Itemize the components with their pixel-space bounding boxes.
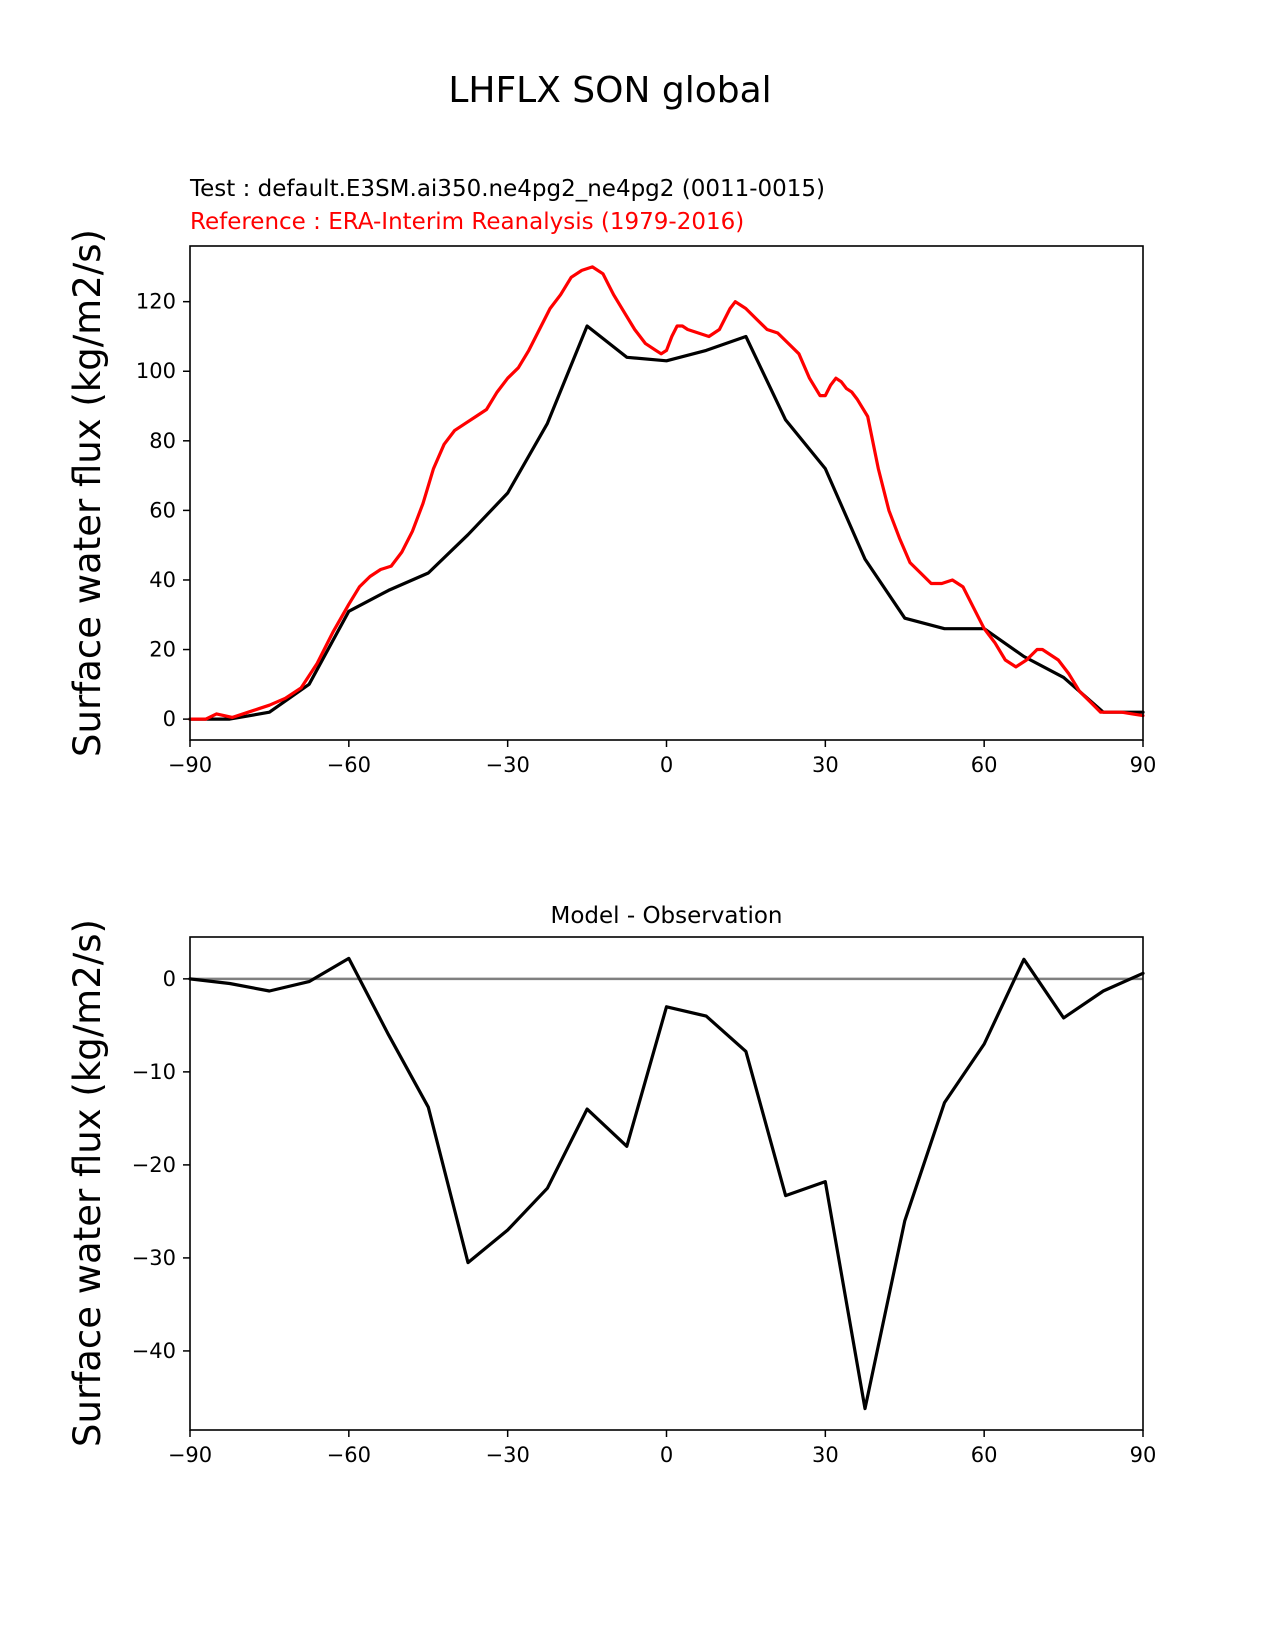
series-line-difference (188, 956, 1145, 1411)
x-tick-label: −30 (486, 753, 530, 777)
y-tick-label: 0 (163, 707, 176, 731)
y-tick-label: 20 (149, 638, 176, 662)
x-tick-label: −90 (168, 753, 212, 777)
y-tick-label: −20 (132, 1153, 176, 1177)
x-tick-label: 90 (1130, 1443, 1157, 1467)
x-tick-label: 60 (971, 753, 998, 777)
y-tick-label: −30 (132, 1246, 176, 1270)
y-tick-label: −40 (132, 1339, 176, 1363)
y-tick-label: 80 (149, 429, 176, 453)
panel-title: Model - Observation (550, 903, 782, 929)
x-tick-label: 90 (1130, 753, 1157, 777)
y-axis-label: Surface water flux (kg/m2/s) (66, 229, 109, 757)
x-tick-label: 0 (660, 753, 673, 777)
y-tick-label: 40 (149, 568, 176, 592)
series-line-reference (188, 265, 1145, 721)
y-tick-label: 60 (149, 498, 176, 522)
legend-entry-reference: Reference : ERA-Interim Reanalysis (1979… (190, 209, 744, 235)
x-tick-label: 30 (812, 1443, 839, 1467)
x-tick-label: −90 (168, 1443, 212, 1467)
x-tick-label: 60 (971, 1443, 998, 1467)
x-tick-label: 30 (812, 753, 839, 777)
x-tick-label: −60 (327, 753, 371, 777)
series-line-test (188, 324, 1145, 721)
panel-1: −90 −60 −30 0 30 60 90 0 20 40 60 80 100 120 Surface w… (66, 176, 1156, 777)
legend-entry-test: Test : default.E3SM.ai350.ne4pg2_ne4pg2 … (189, 176, 825, 202)
y-axis-label: Surface water flux (kg/m2/s) (66, 919, 109, 1447)
x-tick-label: −60 (327, 1443, 371, 1467)
x-tick-label: −30 (486, 1443, 530, 1467)
figure-title: LHFLX SON global (448, 70, 772, 111)
axes-frame (189, 245, 1144, 741)
x-tick-label: 0 (660, 1443, 673, 1467)
y-tick-label: 100 (136, 359, 176, 383)
y-tick-label: 0 (163, 967, 176, 991)
y-tick-label: −10 (132, 1060, 176, 1084)
y-tick-label: 120 (136, 290, 176, 314)
panel-2: −90 −60 −30 0 30 60 90 −40 −30 −20 −10 0 Surface wat… (66, 903, 1156, 1467)
